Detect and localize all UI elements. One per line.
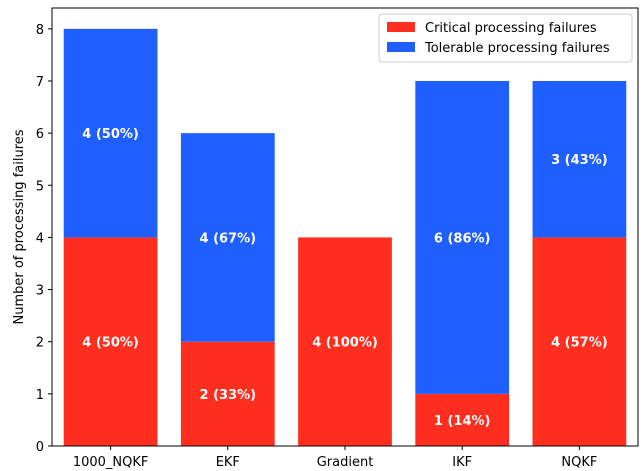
x-tick-label: Gradient [317, 455, 374, 470]
legend: Critical processing failures Tolerable pr… [378, 13, 633, 63]
bar-labels-layer: 4 (50%) 4 (50%) 2 (33%) 4 (67%) 4 (100%) 1 (1… [82, 127, 607, 429]
bar-tolerable-3 [415, 81, 510, 394]
x-tick-label: NQKF [561, 455, 597, 470]
legend-swatch-tolerable [387, 42, 415, 52]
bar-tolerable-0 [63, 28, 158, 238]
y-tick-label: 1 [36, 388, 44, 403]
bar-label-critical-4: 4 (57%) [551, 336, 608, 351]
y-tick-label: 4 [36, 231, 44, 246]
plot-frame [51, 7, 639, 447]
bar-critical-4 [532, 237, 627, 446]
bar-tolerable-4 [532, 81, 627, 238]
y-tick-label: 8 [36, 23, 44, 38]
bar-label-tolerable-1: 4 (67%) [200, 231, 257, 246]
x-tick-label: IKF [452, 455, 472, 470]
bar-label-critical-3: 1 (14%) [434, 414, 491, 429]
x-axis: 1000_NQKF EKF Gradient IKF NQKF [73, 446, 597, 470]
legend-swatch-critical [387, 22, 415, 32]
legend-box [378, 13, 633, 63]
y-tick-label: 3 [36, 284, 44, 299]
bar-critical-1 [180, 341, 275, 446]
x-tick-label: EKF [216, 455, 240, 470]
y-tick-label: 0 [36, 440, 44, 455]
bar-label-critical-0: 4 (50%) [82, 336, 139, 351]
bars-layer [63, 28, 627, 446]
bar-label-critical-1: 2 (33%) [200, 388, 257, 403]
bar-critical-0 [63, 237, 158, 446]
bar-tolerable-1 [180, 133, 275, 342]
bar-label-tolerable-3: 6 (86%) [434, 231, 491, 246]
y-tick-label: 2 [36, 336, 44, 351]
bar-label-critical-2: 4 (100%) [312, 336, 378, 351]
legend-label-tolerable: Tolerable processing failures [424, 41, 610, 56]
bar-critical-2 [298, 237, 392, 446]
y-axis: 0 1 2 3 4 5 6 7 8 [36, 23, 52, 455]
legend-label-critical: Critical processing failures [425, 21, 597, 36]
y-axis-title: Number of processing failures [12, 129, 27, 324]
bar-label-tolerable-0: 4 (50%) [82, 127, 139, 142]
y-tick-label: 5 [36, 179, 44, 194]
x-tick-label: 1000_NQKF [73, 455, 149, 470]
y-tick-label: 6 [36, 127, 44, 142]
y-tick-label: 7 [36, 75, 44, 90]
bar-critical-3 [415, 393, 510, 446]
bar-label-tolerable-4: 3 (43%) [551, 153, 608, 168]
